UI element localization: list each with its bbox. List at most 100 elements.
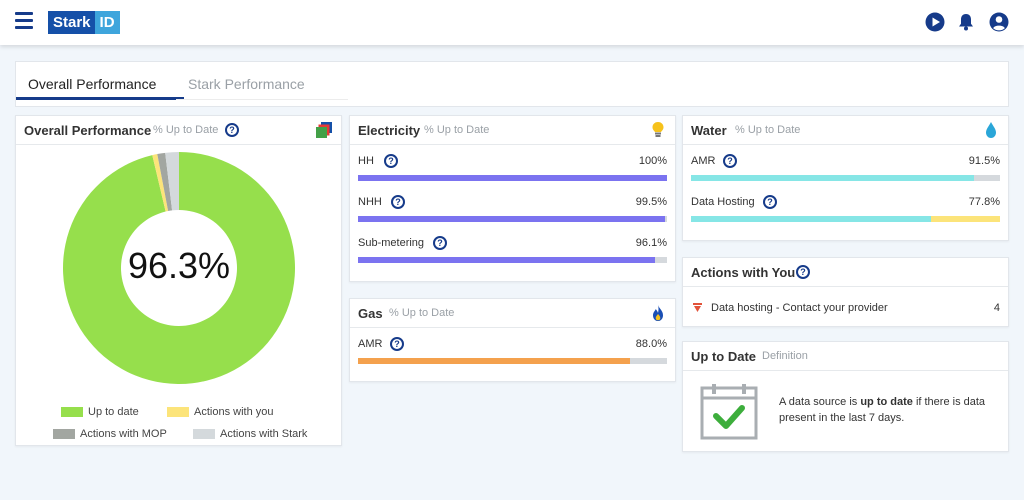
play-icon[interactable]	[925, 12, 945, 32]
menu-icon[interactable]	[15, 12, 33, 30]
progress-fill	[358, 257, 655, 263]
desc-text-post: if there is data present in the last 7 d…	[779, 396, 986, 424]
legend-label: Actions with you	[194, 406, 274, 418]
legend-item-actions-with-you: Actions with you	[167, 406, 273, 418]
help-icon[interactable]: ?	[433, 236, 447, 250]
overall-performance-card: Overall Performance % Up to Date ? 96.3%…	[15, 115, 342, 446]
progress-bar	[358, 175, 667, 181]
card-header: Water % Up to Date	[683, 116, 1008, 145]
progress-fill	[691, 216, 932, 222]
flame-icon	[653, 305, 663, 321]
action-count: 4	[993, 302, 1000, 314]
progress-bar	[358, 216, 667, 222]
stacked-layers-icon	[316, 122, 332, 138]
electricity-card: Electricity % Up to Date HH ? 100% NHH ?…	[349, 115, 676, 282]
progress-fill	[358, 175, 667, 181]
progress-bar	[691, 175, 1000, 181]
progress-bar	[691, 216, 1000, 222]
legend-swatch	[167, 407, 189, 417]
tab-stark-performance[interactable]: Stark Performance	[176, 62, 348, 100]
help-icon[interactable]: ?	[384, 154, 398, 168]
desc-text-pre: A data source is	[779, 396, 861, 408]
card-title: Water	[691, 123, 727, 138]
row-label: Sub-metering	[358, 237, 425, 249]
tabs-panel: Overall Performance Stark Performance	[15, 61, 1009, 107]
card-title: Electricity	[358, 123, 421, 138]
help-icon[interactable]: ?	[391, 195, 405, 209]
card-subtitle: % Up to Date	[153, 124, 219, 136]
row-value: 100%	[638, 155, 667, 167]
electricity-row-nhh: NHH ? 99.5%	[358, 195, 667, 226]
action-label: Data hosting - Contact your provider	[711, 302, 888, 314]
user-account-icon[interactable]	[989, 12, 1009, 32]
top-navigation-bar: Stark ID	[0, 0, 1024, 45]
row-label: AMR	[691, 155, 716, 167]
help-icon[interactable]: ?	[225, 123, 239, 137]
progress-extra	[931, 216, 1000, 222]
row-label: Data Hosting	[691, 196, 755, 208]
card-subtitle: Definition	[762, 350, 808, 362]
legend-label: Up to date	[88, 406, 139, 418]
help-icon[interactable]: ?	[723, 154, 737, 168]
card-header: Up to Date Definition	[683, 342, 1008, 371]
card-header: Gas % Up to Date	[350, 299, 675, 328]
row-value: 96.1%	[635, 237, 667, 249]
electricity-row-sub-metering: Sub-metering ? 96.1%	[358, 236, 667, 267]
card-title: Overall Performance	[24, 123, 152, 138]
row-value: 91.5%	[968, 155, 1000, 167]
help-icon[interactable]: ?	[763, 195, 777, 209]
progress-bar	[358, 257, 667, 263]
legend-swatch	[61, 407, 83, 417]
calendar-check-icon	[700, 384, 758, 440]
logo-text-id: ID	[94, 11, 120, 34]
row-value: 99.5%	[635, 196, 667, 208]
legend-item-actions-with-stark: Actions with Stark	[193, 428, 307, 440]
card-title: Actions with You	[691, 265, 796, 280]
progress-fill	[358, 358, 630, 364]
legend-item-up-to-date: Up to date	[61, 406, 139, 418]
up-to-date-definition-card: Up to Date Definition A data source is u…	[682, 341, 1009, 452]
card-title: Up to Date	[691, 349, 756, 364]
progress-fill	[691, 175, 974, 181]
help-icon[interactable]: ?	[390, 337, 404, 351]
card-subtitle: % Up to Date	[389, 307, 455, 319]
legend-swatch	[193, 429, 215, 439]
donut-segment-actions-with-mop	[157, 152, 173, 212]
action-item[interactable]: Data hosting - Contact your provider 4	[691, 302, 1000, 316]
bell-icon[interactable]	[956, 12, 976, 32]
legend-label: Actions with Stark	[220, 428, 308, 440]
overall-percentage-value: 96.3%	[127, 245, 231, 286]
row-value: 88.0%	[635, 338, 667, 350]
up-to-date-description: A data source is up to date if there is …	[779, 394, 999, 426]
legend-swatch	[53, 429, 75, 439]
card-header: Actions with You ?	[683, 258, 1008, 287]
card-subtitle: % Up to Date	[735, 124, 801, 136]
donut-segment-up-to-date	[63, 152, 295, 384]
row-label: HH	[358, 155, 374, 167]
progress-bar	[358, 358, 667, 364]
gas-row-amr: AMR ? 88.0%	[358, 337, 667, 368]
card-header: Overall Performance % Up to Date ?	[16, 116, 341, 145]
donut-segment-actions-with-stark	[165, 152, 179, 211]
row-label: NHH	[358, 196, 382, 208]
electricity-row-hh: HH ? 100%	[358, 154, 667, 185]
desc-text-bold: up to date	[860, 396, 913, 408]
bulb-icon	[652, 122, 664, 137]
logo-text-stark: Stark	[48, 11, 95, 34]
water-row-data-hosting: Data Hosting ? 77.8%	[691, 195, 1000, 226]
tab-overall-performance[interactable]: Overall Performance	[16, 62, 184, 100]
row-value: 77.8%	[968, 196, 1000, 208]
water-drop-icon	[986, 122, 996, 138]
help-icon[interactable]: ?	[796, 265, 810, 279]
progress-fill	[358, 216, 666, 222]
card-title: Gas	[358, 306, 383, 321]
card-header: Electricity % Up to Date	[350, 116, 675, 145]
gas-card: Gas % Up to Date AMR ? 88.0%	[349, 298, 676, 382]
stark-id-logo[interactable]: Stark ID	[48, 11, 120, 34]
water-card: Water % Up to Date AMR ? 91.5% Data Host…	[682, 115, 1009, 241]
donut-segment-actions-with-you	[152, 154, 169, 212]
arrow-down-icon	[693, 303, 702, 312]
row-label: AMR	[358, 338, 383, 350]
card-subtitle: % Up to Date	[424, 124, 490, 136]
water-row-amr: AMR ? 91.5%	[691, 154, 1000, 185]
